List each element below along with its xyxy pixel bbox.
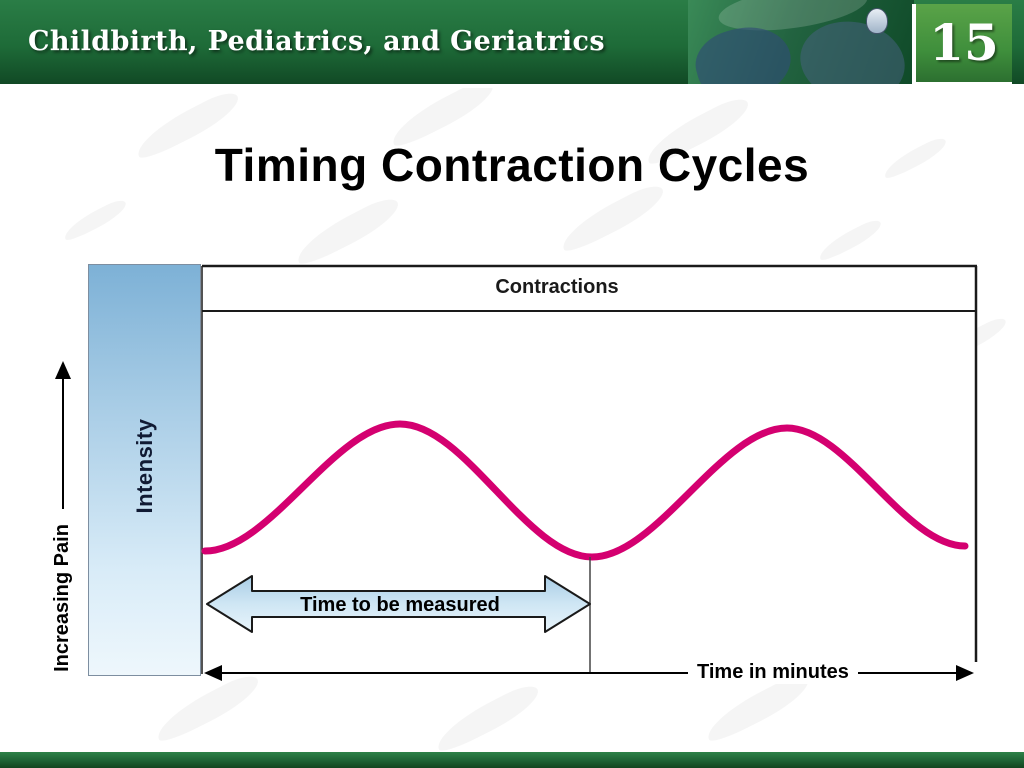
x-axis-arrowhead-right (956, 665, 974, 681)
header-photo-thumbnail (688, 0, 914, 84)
intensity-bar (88, 264, 201, 676)
header-title: Childbirth, Pediatrics, and Geriatrics (28, 26, 605, 57)
contraction-wave-line (201, 420, 969, 561)
intensity-label: Intensity (132, 418, 157, 514)
time-in-minutes-label: Time in minutes (688, 661, 858, 684)
chapter-number: 15 (929, 13, 999, 72)
footer-bar (0, 752, 1024, 768)
x-axis-arrowhead-left (204, 665, 222, 681)
measure-arrow (206, 575, 591, 633)
y-axis-arrowhead-up (55, 361, 71, 379)
time-to-be-measured-label: Time to be measured (300, 594, 500, 616)
chapter-number-badge: 15 (912, 4, 1012, 86)
header-banner: Childbirth, Pediatrics, and Geriatrics (0, 0, 1024, 88)
contractions-label: Contractions (495, 276, 619, 298)
slide-title: Timing Contraction Cycles (214, 139, 810, 191)
increasing-pain-label: Increasing Pain (51, 524, 73, 672)
badge-emblem-icon (866, 8, 888, 34)
